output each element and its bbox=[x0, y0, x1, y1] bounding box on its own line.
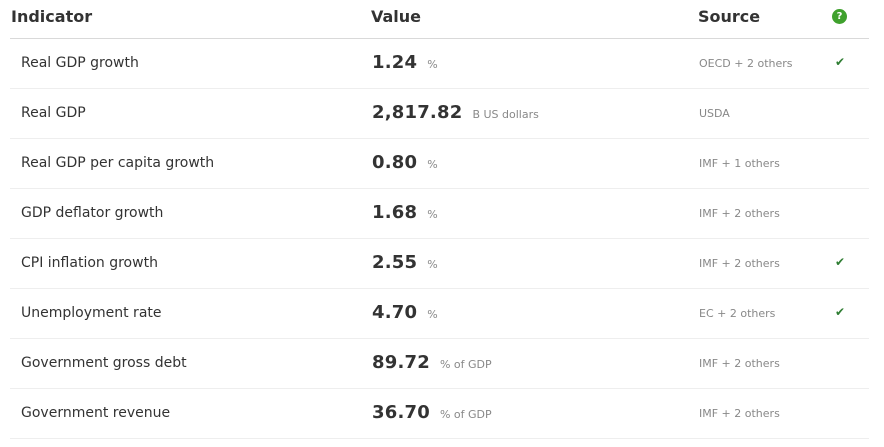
indicator-value: 4.70% bbox=[372, 302, 438, 323]
table-row[interactable]: CPI inflation growth 2.55% IMF + 2 other… bbox=[10, 239, 869, 289]
value-number: 1.24 bbox=[372, 52, 418, 73]
value-unit: % of GDP bbox=[439, 358, 492, 371]
source-text[interactable]: EC + 2 others bbox=[699, 307, 776, 320]
help-icon[interactable]: ? bbox=[832, 9, 847, 24]
indicator-value: 0.80% bbox=[372, 152, 438, 173]
value-column-header[interactable]: Value bbox=[371, 7, 422, 26]
indicator-name[interactable]: Real GDP bbox=[21, 105, 86, 121]
indicator-column-header[interactable]: Indicator bbox=[11, 7, 93, 26]
table-header: Indicator Value Source ? bbox=[10, 0, 869, 39]
check-icon: ✔ bbox=[835, 305, 846, 319]
source-text[interactable]: IMF + 2 others bbox=[699, 357, 780, 370]
value-unit: % bbox=[427, 258, 438, 271]
table-row[interactable]: GDP deflator growth 1.68% IMF + 2 others bbox=[10, 189, 869, 239]
value-number: 89.72 bbox=[372, 352, 430, 373]
indicator-name[interactable]: Government revenue bbox=[21, 405, 171, 421]
indicator-name[interactable]: CPI inflation growth bbox=[21, 255, 158, 271]
source-text[interactable]: IMF + 2 others bbox=[699, 257, 780, 270]
value-number: 4.70 bbox=[372, 302, 418, 323]
source-text[interactable]: IMF + 2 others bbox=[699, 207, 780, 220]
indicator-table: Indicator Value Source ? Real GDP growth… bbox=[10, 0, 869, 439]
value-unit: % of GDP bbox=[439, 408, 492, 421]
source-column-header[interactable]: Source bbox=[698, 7, 761, 26]
table-row[interactable]: Real GDP growth 1.24% OECD + 2 others ✔ bbox=[10, 39, 869, 89]
value-number: 0.80 bbox=[372, 152, 418, 173]
indicator-value: 36.70 % of GDP bbox=[372, 402, 492, 423]
table-row[interactable]: Unemployment rate 4.70% EC + 2 others ✔ bbox=[10, 289, 869, 339]
indicator-name[interactable]: Government gross debt bbox=[21, 355, 187, 371]
indicator-value: 89.72 % of GDP bbox=[372, 352, 492, 373]
indicator-value: 1.68% bbox=[372, 202, 438, 223]
table-row[interactable]: Real GDP 2,817.82 B US dollars USDA bbox=[10, 89, 869, 139]
indicator-value: 1.24% bbox=[372, 52, 438, 73]
indicator-name[interactable]: Real GDP per capita growth bbox=[21, 155, 215, 171]
source-text[interactable]: IMF + 1 others bbox=[699, 157, 780, 170]
indicator-name[interactable]: Real GDP growth bbox=[21, 55, 139, 71]
value-number: 1.68 bbox=[372, 202, 418, 223]
value-unit: % bbox=[427, 158, 438, 171]
table-row[interactable]: Real GDP per capita growth 0.80% IMF + 1… bbox=[10, 139, 869, 189]
source-text[interactable]: IMF + 2 others bbox=[699, 407, 780, 420]
check-icon: ✔ bbox=[835, 55, 846, 69]
value-unit: % bbox=[427, 208, 438, 221]
indicator-name[interactable]: GDP deflator growth bbox=[21, 205, 164, 221]
indicator-value: 2,817.82 B US dollars bbox=[372, 102, 539, 123]
value-unit: B US dollars bbox=[472, 108, 539, 121]
table-row[interactable]: Government gross debt 89.72 % of GDP IMF … bbox=[10, 339, 869, 389]
check-icon: ✔ bbox=[835, 255, 846, 269]
value-number: 2,817.82 bbox=[372, 102, 463, 123]
value-number: 36.70 bbox=[372, 402, 430, 423]
value-number: 2.55 bbox=[372, 252, 418, 273]
value-unit: % bbox=[427, 58, 438, 71]
indicator-value: 2.55% bbox=[372, 252, 438, 273]
source-text[interactable]: USDA bbox=[699, 107, 730, 120]
indicator-name[interactable]: Unemployment rate bbox=[21, 305, 162, 321]
value-unit: % bbox=[427, 308, 438, 321]
source-text[interactable]: OECD + 2 others bbox=[699, 57, 793, 70]
table-row[interactable]: Government revenue 36.70 % of GDP IMF + 2… bbox=[10, 389, 869, 439]
